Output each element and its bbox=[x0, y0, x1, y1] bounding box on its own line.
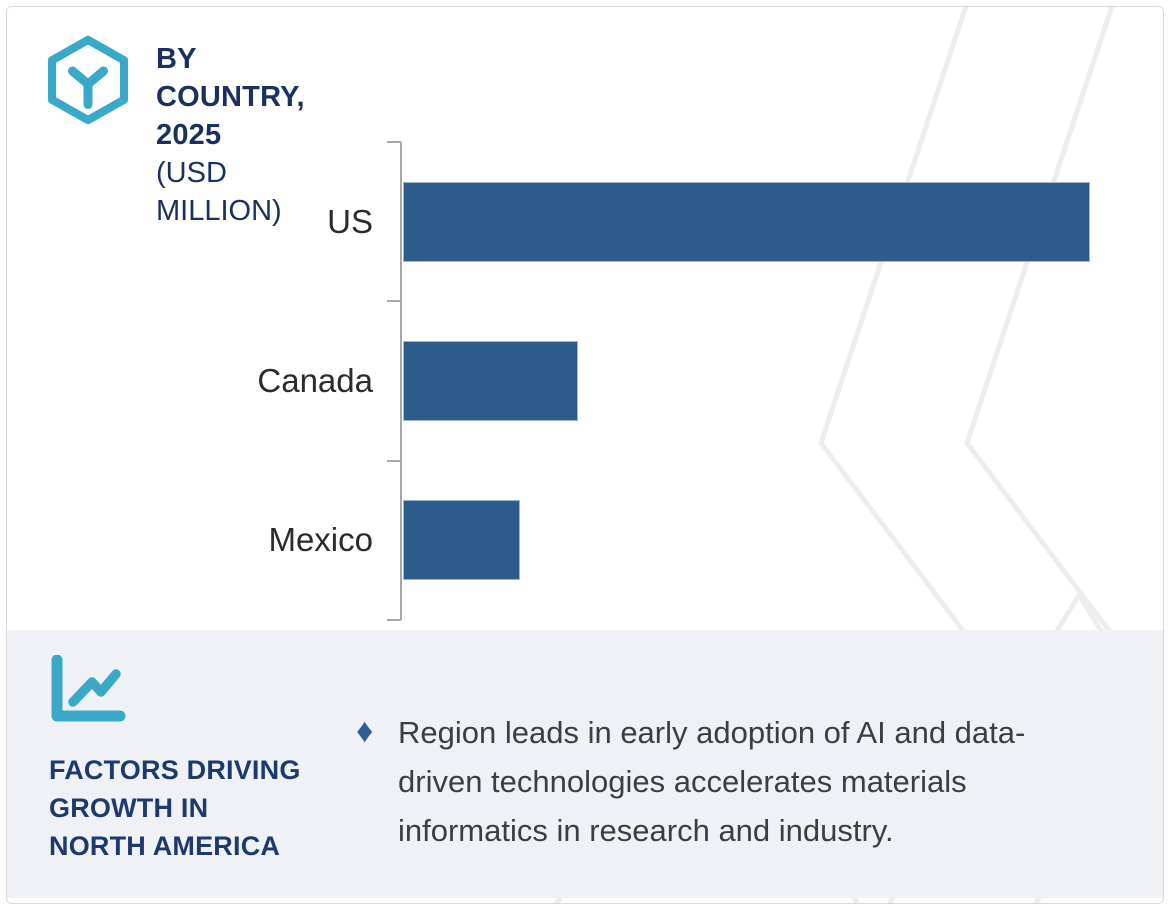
category-label-us: US bbox=[327, 202, 373, 240]
factors-bullet-text: Region leads in early adoption of AI and… bbox=[398, 708, 1138, 855]
factors-heading: FACTORS DRIVING GROWTH IN NORTH AMERICA bbox=[49, 751, 301, 865]
axis-tick bbox=[387, 619, 401, 621]
category-label-canada: Canada bbox=[257, 362, 373, 399]
category-label-mexico: Mexico bbox=[268, 521, 373, 559]
axis-tick bbox=[387, 300, 401, 303]
chart-title-line2: (USD MILLION) bbox=[156, 157, 282, 227]
factors-panel: FACTORS DRIVING GROWTH IN NORTH AMERICA … bbox=[7, 630, 1163, 898]
factors-bullet-text-line1: Region leads in early adoption of AI and… bbox=[398, 715, 1026, 750]
bar-us bbox=[403, 181, 1090, 262]
diamond-bullet-icon: ♦ bbox=[356, 712, 374, 750]
y-axis-line bbox=[400, 142, 402, 620]
factors-heading-line2: GROWTH IN bbox=[49, 793, 209, 823]
chart-title-line1: BY COUNTRY, 2025 bbox=[156, 43, 305, 151]
hexagon-y-logo-icon bbox=[47, 35, 129, 125]
bar-chart-area: US Canada Mexico bbox=[7, 7, 1163, 903]
axis-tick bbox=[387, 141, 401, 143]
factors-heading-line1: FACTORS DRIVING bbox=[49, 755, 301, 785]
infographic-card: BY COUNTRY, 2025 (USD MILLION) US Canada M… bbox=[6, 6, 1164, 904]
bar-canada bbox=[403, 341, 578, 421]
chart-title: BY COUNTRY, 2025 (USD MILLION) bbox=[156, 40, 305, 230]
factors-bullet-text-line2: driven technologies accelerates material… bbox=[398, 764, 967, 799]
line-chart-icon bbox=[51, 655, 126, 722]
factors-heading-line3: NORTH AMERICA bbox=[49, 831, 281, 861]
axis-tick bbox=[387, 459, 401, 462]
factors-bullet-text-line3: informatics in research and industry. bbox=[398, 813, 894, 848]
bar-mexico bbox=[403, 500, 520, 581]
